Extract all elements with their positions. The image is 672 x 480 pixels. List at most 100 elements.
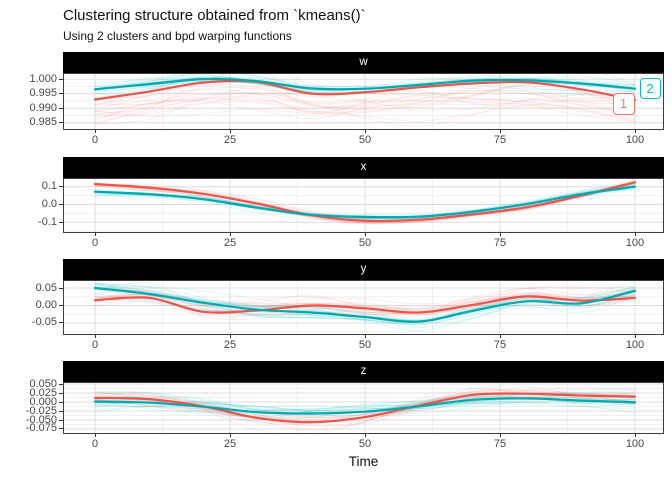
facet-strip-y: y: [63, 259, 664, 280]
y-axis-tick-mark: [59, 78, 63, 80]
member-curve-cluster-2: [94, 283, 636, 328]
member-curve-cluster-1: [94, 91, 636, 127]
y-axis-tick-label: -0.1: [38, 215, 57, 228]
member-curve-cluster-2: [94, 184, 636, 218]
x-axis-tick-label: 100: [625, 237, 645, 249]
y-axis-tick-mark: [59, 428, 63, 430]
y-axis-tick-label: 0.050: [29, 377, 57, 390]
member-curve-cluster-2: [94, 185, 636, 219]
x-axis-tick-label: 0: [91, 339, 99, 351]
facet-strip-x: x: [63, 157, 664, 178]
y-axis-tick-mark: [59, 186, 63, 188]
member-curve-cluster-2: [94, 391, 636, 421]
mean-curve-cluster-2: [93, 397, 637, 415]
y-axis-tick-mark: [59, 122, 63, 124]
member-curve-cluster-2: [94, 283, 636, 320]
member-curve-cluster-2: [94, 288, 636, 322]
y-axis-tick-label: -0.05: [31, 316, 57, 329]
y-axis-tick-mark: [59, 93, 63, 95]
x-axis-tick-mark: [94, 130, 96, 133]
plot-subtitle: Using 2 clusters and bpd warping functio…: [63, 29, 292, 43]
x-axis-title: Time: [348, 454, 379, 469]
member-curve-cluster-1: [94, 178, 636, 220]
panel-border: [63, 280, 664, 335]
member-curve-cluster-1: [94, 97, 636, 120]
member-curve-cluster-2: [94, 73, 636, 92]
y-axis-tick-mark: [59, 287, 63, 289]
y-axis-tick-label: -0.075: [25, 422, 57, 435]
y-axis-tick-label: 0.05: [35, 281, 57, 294]
member-curve-cluster-1: [94, 292, 636, 315]
mean-curve-cluster-2: [93, 286, 637, 323]
member-curve-cluster-1: [94, 80, 636, 115]
x-axis-tick-label: 0: [91, 237, 99, 249]
x-axis-tick-label: 75: [493, 438, 507, 450]
mean-curve-cluster-2: [93, 77, 637, 91]
facet-strip-z: z: [63, 361, 664, 382]
x-axis-tick-mark: [94, 233, 96, 236]
member-curve-cluster-1: [94, 285, 636, 321]
member-curve-cluster-1: [94, 291, 636, 316]
x-axis-tick-label: 50: [358, 134, 372, 146]
y-axis-tick-label: 0.1: [41, 180, 57, 193]
x-axis-tick-mark: [499, 335, 501, 338]
y-axis-tick-mark: [59, 204, 63, 206]
facet-panel-z: [63, 382, 664, 434]
x-axis-tick-mark: [229, 130, 231, 133]
x-axis-tick-mark: [229, 335, 231, 338]
y-axis-tick-label: -0.025: [25, 404, 57, 417]
cluster-1-label-box: 1: [612, 92, 635, 115]
x-axis-tick-mark: [94, 434, 96, 437]
y-axis-tick-label: 0.000: [29, 395, 57, 408]
y-axis-tick-label: 0.990: [29, 101, 57, 114]
x-axis-tick-mark: [499, 233, 501, 236]
member-curve-cluster-1: [94, 290, 636, 311]
y-axis-tick-label: 0.0: [41, 198, 57, 211]
y-axis-tick-mark: [59, 392, 63, 394]
x-axis-tick-mark: [364, 434, 366, 437]
y-axis-tick-label: 0.985: [29, 116, 57, 129]
member-curve-cluster-1: [94, 287, 636, 316]
cluster-2-label-box: 2: [639, 77, 661, 99]
y-axis-tick-label: 0.00: [35, 299, 57, 311]
x-axis-tick-mark: [364, 335, 366, 338]
x-axis-tick-label: 100: [625, 339, 645, 351]
mean-curve-cluster-1: [93, 392, 637, 424]
y-axis-tick-label: -0.050: [25, 413, 57, 426]
member-curve-cluster-1: [94, 101, 636, 123]
member-curve-cluster-2: [94, 402, 636, 414]
member-curve-cluster-2: [94, 77, 636, 95]
y-axis-tick-label: 0.995: [29, 87, 57, 100]
mean-curve-cluster-2: [93, 185, 637, 219]
member-curve-cluster-2: [94, 391, 636, 418]
x-axis-tick-mark: [634, 434, 636, 437]
x-axis-tick-label: 100: [625, 438, 645, 450]
x-axis-tick-label: 75: [493, 339, 507, 351]
x-axis-tick-mark: [229, 434, 231, 437]
y-axis-tick-mark: [59, 305, 63, 306]
y-axis-tick-mark: [59, 419, 63, 421]
y-axis-tick-mark: [59, 107, 63, 109]
plot-title: Clustering structure obtained from `kmea…: [63, 7, 366, 24]
facet-panel-x: [63, 178, 664, 233]
member-curve-cluster-1: [94, 98, 636, 122]
x-axis-tick-label: 0: [91, 134, 99, 146]
x-axis-tick-label: 50: [358, 339, 372, 351]
y-axis-tick-mark: [59, 221, 63, 223]
panel-border: [63, 73, 664, 130]
y-axis-tick-label: 0.025: [29, 386, 57, 399]
y-axis-tick-mark: [59, 383, 63, 385]
x-axis-tick-mark: [634, 130, 636, 133]
facet-panel-y: [63, 280, 664, 335]
x-axis-tick-label: 25: [223, 438, 237, 450]
member-curve-cluster-1: [94, 287, 636, 314]
facet-strip-w: w: [63, 52, 664, 73]
x-axis-tick-mark: [499, 130, 501, 133]
mean-curve-cluster-1: [93, 295, 637, 314]
member-curve-cluster-1: [94, 89, 636, 113]
x-axis-tick-label: 100: [625, 134, 645, 146]
x-axis-tick-label: 25: [223, 237, 237, 249]
member-curve-cluster-2: [94, 184, 636, 215]
x-axis-tick-label: 25: [223, 339, 237, 351]
